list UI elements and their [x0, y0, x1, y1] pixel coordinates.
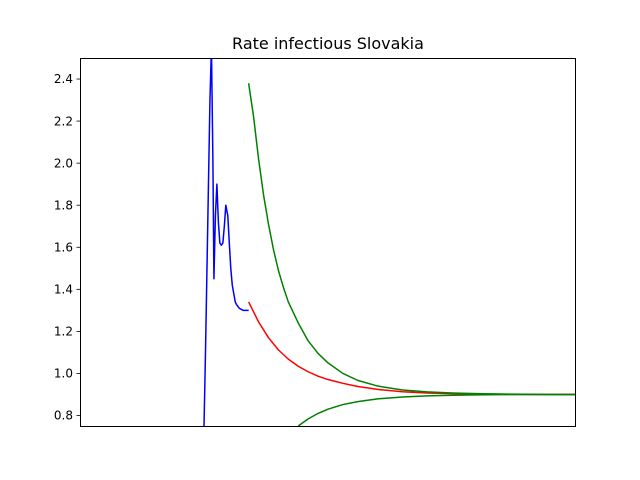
y-tick-label: 2.2 — [54, 114, 73, 128]
axes-frame — [80, 58, 576, 427]
series-line-4 — [297, 393, 576, 426]
y-tick-label: 1.8 — [54, 198, 73, 212]
y-tick-label: 0.8 — [54, 409, 73, 423]
plot-area — [203, 58, 576, 426]
y-tick-label: 1.0 — [54, 367, 73, 381]
y-tick-label: 1.2 — [54, 325, 73, 339]
series-line-3 — [247, 83, 576, 396]
y-tick-label: 1.6 — [54, 240, 73, 254]
series-line-1 — [203, 58, 249, 426]
y-tick-label: 2.0 — [54, 156, 73, 170]
y-tick-label: 2.4 — [54, 72, 73, 86]
y-axis: 0.8 1.0 1.2 1.4 1.6 1.8 2.0 2.2 2.4 — [54, 72, 80, 423]
chart-title: Rate infectious Slovakia — [232, 34, 424, 53]
y-tick-label: 1.4 — [54, 283, 73, 297]
